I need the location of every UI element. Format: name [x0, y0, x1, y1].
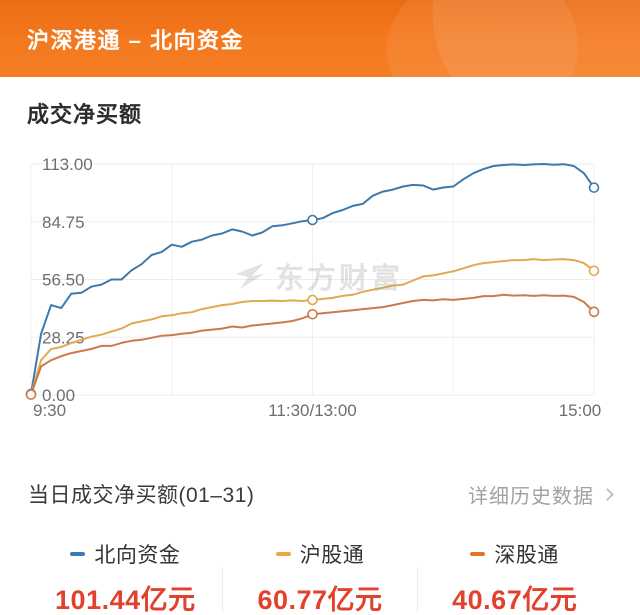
legend-value: 101.44亿元 [55, 585, 196, 615]
summary-title: 当日成交净买额(01–31) [28, 484, 255, 507]
divider [222, 567, 224, 613]
divider [416, 567, 418, 613]
y-axis-tick-label: 84.75 [42, 213, 85, 232]
series-marker-0 [588, 182, 600, 193]
y-axis-tick-label: 56.50 [42, 271, 85, 290]
legend-label: 北向资金 [94, 544, 181, 567]
series-dash-icon [70, 552, 86, 556]
legend-item-shenzhen-connect: 深股通 40.67亿元 [417, 539, 612, 615]
app-header: 沪深港通 – 北向资金 [0, 0, 640, 77]
series-marker-2 [25, 389, 37, 400]
legend-item-northbound: 北向资金 101.44亿元 [28, 539, 223, 615]
banner-decoration [368, 0, 602, 77]
legend-row: 北向资金 101.44亿元 沪股通 60.77亿元 深股通 40.67亿元 [28, 539, 612, 615]
legend-label: 深股通 [494, 544, 559, 567]
history-data-link[interactable]: 详细历史数据 [468, 480, 614, 509]
series-marker-0 [307, 214, 318, 226]
legend-value: 60.77亿元 [257, 585, 383, 615]
x-axis-tick-label: 9:30 [33, 401, 66, 420]
series-marker-2 [588, 306, 600, 318]
series-dash-icon [275, 552, 291, 556]
y-axis-tick-label: 28.25 [42, 328, 85, 347]
x-axis-tick-label: 11:30/13:00 [268, 401, 357, 420]
legend-value: 40.67亿元 [452, 585, 578, 615]
chart-title: 成交净买额 [27, 102, 143, 127]
legend-item-shanghai-connect: 沪股通 60.77亿元 [223, 539, 418, 615]
chart-canvas: 0.00 28.25 56.50 84.75 113.00 9:30 11:30/13:00… [25, 155, 602, 420]
chevron-right-icon [601, 487, 614, 501]
page-title: 沪深港通 – 北向资金 [27, 27, 244, 53]
x-axis-tick-label: 15:00 [559, 401, 602, 420]
y-axis-tick-label: 113.00 [42, 155, 93, 174]
series-marker-1 [307, 294, 318, 306]
series-dash-icon [470, 552, 486, 556]
y-axis-tick-label: 0.00 [42, 386, 75, 405]
legend-label: 沪股通 [299, 544, 365, 567]
summary-section: 当日成交净买额(01–31) 详细历史数据 北向资金 101.44亿元 沪股通 … [0, 479, 640, 615]
series-marker-1 [588, 265, 600, 277]
series-marker-2 [307, 308, 318, 320]
chart-area: 0.00 28.25 56.50 84.75 113.00 9:30 11:30/13:00… [0, 143, 640, 453]
history-link-label: 详细历史数据 [468, 485, 594, 508]
